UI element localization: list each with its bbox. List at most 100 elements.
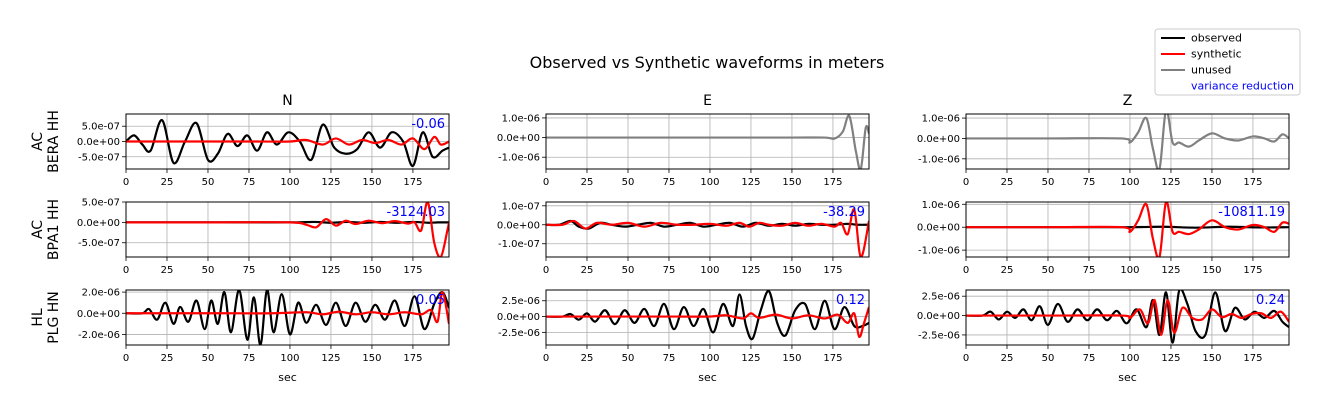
x-tick-label: 25	[1001, 265, 1014, 276]
x-tick-label: 100	[700, 265, 719, 276]
synthetic-trace	[966, 298, 1289, 337]
y-tick-label: 1.0e-06	[502, 113, 540, 124]
synthetic-trace	[126, 291, 449, 325]
x-tick-label: 50	[1042, 265, 1055, 276]
panel-1-2: 0 25 50 75 100 125 150 175 1.0e-06 0.0e+00 -1.0e-0…	[917, 200, 1290, 276]
row-label-network-2: HL	[30, 308, 46, 327]
y-tick-label: -2.5e-06	[498, 328, 540, 339]
y-tick-label: 0.0e+00	[917, 311, 960, 322]
x-tick-label: 175	[823, 353, 842, 364]
panel-1-0: 0 25 50 75 100 125 150 175 5.0e-07 0.0e+00 -5.0e-0…	[77, 198, 450, 276]
y-tick-label: -1.0e-06	[498, 153, 540, 164]
y-tick-label: 0.0e+00	[497, 220, 540, 231]
x-tick-label: 125	[741, 177, 760, 188]
row-label-station-0: BERA HH	[46, 110, 62, 173]
x-tick-label: 100	[280, 353, 299, 364]
row-label-network-0: AC	[30, 132, 46, 151]
y-tick-label: 0.0e+00	[77, 218, 120, 229]
observed-trace	[126, 119, 449, 168]
legend-label-2: unused	[1191, 64, 1231, 77]
chart-title: Observed vs Synthetic waveforms in meter…	[530, 53, 885, 72]
variance-reduction-label: -3124.03	[387, 205, 445, 220]
variance-reduction-label: -10811.19	[1218, 205, 1285, 220]
observed-trace	[546, 290, 869, 341]
column-title-0: N	[282, 93, 292, 109]
variance-reduction-label: 0.24	[1256, 293, 1285, 308]
panel-frame	[125, 289, 450, 346]
x-tick-label: 100	[700, 353, 719, 364]
x-tick-label: 0	[543, 177, 549, 188]
x-tick-label: 0	[123, 177, 129, 188]
panel-0-2: 0 25 50 75 100 125 150 175 1.0e-06 0.0e+00 -1.0e-0…	[917, 113, 1290, 188]
x-tick-label: 0	[123, 265, 129, 276]
x-tick-label: 100	[1120, 353, 1139, 364]
x-tick-label: 25	[161, 265, 174, 276]
panel-frame	[125, 201, 450, 258]
x-tick-label: 50	[202, 177, 215, 188]
x-tick-label: 125	[1161, 353, 1180, 364]
unused-trace	[546, 114, 869, 169]
x-tick-label: 75	[1083, 353, 1096, 364]
x-tick-label: 75	[663, 177, 676, 188]
y-tick-label: -2.5e-06	[918, 330, 960, 341]
x-axis-label: sec	[698, 371, 717, 384]
synthetic-trace	[546, 306, 869, 338]
y-tick-label: -1.0e-07	[498, 239, 540, 250]
x-tick-label: 175	[823, 265, 842, 276]
variance-reduction-label: 0.05	[416, 293, 445, 308]
x-tick-label: 0	[963, 265, 969, 276]
y-tick-label: 0.0e+00	[77, 309, 120, 320]
y-tick-label: 0.0e+00	[77, 137, 120, 148]
x-tick-label: 125	[1161, 265, 1180, 276]
x-tick-label: 0	[123, 353, 129, 364]
variance-reduction-label: -0.06	[411, 117, 445, 132]
legend-label-0: observed	[1191, 32, 1242, 45]
x-tick-label: 25	[581, 265, 594, 276]
x-tick-label: 150	[1202, 353, 1221, 364]
x-tick-label: 75	[663, 265, 676, 276]
observed-trace	[966, 290, 1289, 344]
y-tick-label: 2.5e-06	[922, 292, 960, 303]
synthetic-trace	[126, 202, 449, 257]
x-tick-label: 175	[1243, 177, 1262, 188]
y-tick-label: 2.5e-06	[502, 296, 540, 307]
y-tick-label: -1.0e-06	[918, 246, 960, 257]
x-tick-label: 125	[321, 353, 340, 364]
synthetic-trace	[966, 202, 1289, 257]
y-tick-label: 0.0e+00	[497, 312, 540, 323]
y-tick-label: 5.0e-07	[82, 122, 120, 133]
x-tick-label: 100	[1120, 177, 1139, 188]
x-tick-label: 150	[362, 265, 381, 276]
panel-frame	[965, 201, 1290, 258]
y-tick-label: -5.0e-07	[78, 238, 120, 249]
column-title-2: Z	[1123, 93, 1133, 109]
x-tick-label: 50	[202, 265, 215, 276]
panel-2-0: 0 25 50 75 100 125 150 175 2.0e-06 0.0e+00 -2.0e-0…	[77, 288, 450, 384]
unused-trace	[966, 114, 1289, 169]
x-tick-label: 75	[243, 177, 256, 188]
panels: 0 25 50 75 100 125 150 175 5.0e-07 0.0e+00 -5.0e-0…	[77, 113, 1290, 384]
x-tick-label: 150	[1202, 177, 1221, 188]
row-label-station-2: PLG HN	[46, 291, 62, 344]
panel-frame	[545, 289, 870, 346]
x-tick-label: 75	[1083, 177, 1096, 188]
x-tick-label: 75	[243, 353, 256, 364]
y-tick-label: 0.0e+00	[497, 133, 540, 144]
y-tick-label: 5.0e-07	[82, 198, 120, 209]
x-tick-label: 25	[1001, 177, 1014, 188]
column-title-1: E	[703, 93, 712, 109]
x-tick-label: 0	[963, 177, 969, 188]
x-tick-label: 175	[1243, 265, 1262, 276]
x-tick-label: 150	[362, 177, 381, 188]
variance-reduction-label: -38.29	[823, 205, 865, 220]
legend-frame	[1154, 28, 1301, 96]
x-tick-label: 150	[782, 353, 801, 364]
observed-trace	[126, 290, 449, 345]
x-tick-label: 75	[663, 353, 676, 364]
x-tick-label: 150	[782, 265, 801, 276]
x-tick-label: 0	[543, 353, 549, 364]
x-tick-label: 50	[202, 353, 215, 364]
synthetic-trace	[126, 135, 449, 151]
x-tick-label: 50	[1042, 353, 1055, 364]
